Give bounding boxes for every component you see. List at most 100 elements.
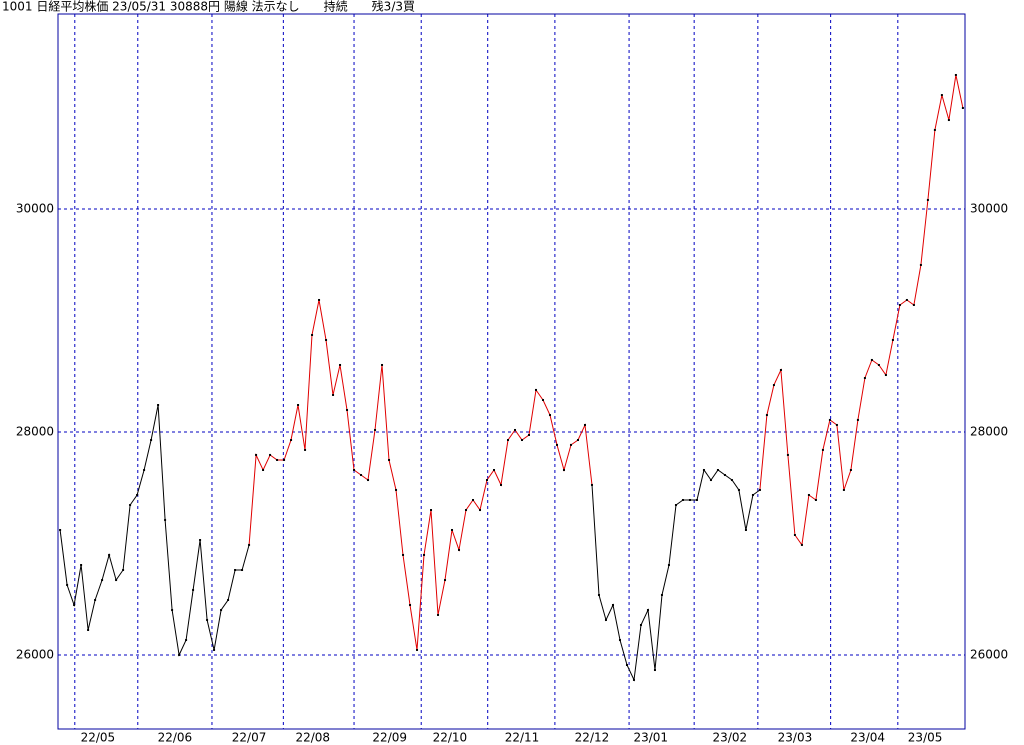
x-tick-label: 22/06 — [158, 731, 193, 745]
price-dot — [472, 498, 475, 501]
x-tick-label: 22/10 — [433, 731, 468, 745]
price-dot — [143, 469, 146, 472]
price-dot — [276, 458, 279, 461]
price-line — [759, 74, 964, 547]
price-dot — [940, 94, 943, 97]
price-dot — [709, 479, 712, 482]
price-dot — [667, 563, 670, 566]
price-dot — [821, 448, 824, 451]
price-dot — [311, 333, 314, 336]
price-dot — [835, 423, 838, 426]
price-dot — [262, 469, 265, 472]
price-dot — [849, 469, 852, 472]
x-tick-label: 22/11 — [505, 731, 540, 745]
price-dot — [178, 653, 181, 656]
price-dot — [639, 623, 642, 626]
price-dot — [241, 569, 244, 572]
x-tick-label: 22/12 — [575, 731, 610, 745]
price-dot — [681, 498, 684, 501]
price-dot — [304, 448, 307, 451]
price-dot — [500, 483, 503, 486]
price-dot — [437, 613, 440, 616]
price-dot — [716, 469, 719, 472]
price-dot — [493, 469, 496, 472]
price-dot — [779, 368, 782, 371]
price-dot — [863, 377, 866, 380]
price-dot — [618, 639, 621, 642]
price-line — [248, 299, 593, 651]
price-dot — [136, 493, 139, 496]
price-dot — [283, 458, 286, 461]
price-dot — [597, 593, 600, 596]
price-dot — [346, 409, 349, 412]
price-dot — [814, 498, 817, 501]
price-dot — [269, 453, 272, 456]
price-dot — [604, 618, 607, 621]
price-dot — [688, 498, 691, 501]
plot-frame — [57, 13, 966, 730]
price-dot — [513, 428, 516, 431]
price-dot — [534, 388, 537, 391]
y-tick-label: 28000 — [16, 424, 54, 438]
price-dot — [891, 339, 894, 342]
price-dot — [388, 458, 391, 461]
price-dot — [723, 474, 726, 477]
price-dot — [381, 363, 384, 366]
price-dot — [947, 119, 950, 122]
price-dot — [80, 563, 83, 566]
price-dot — [458, 548, 461, 551]
price-dot — [758, 488, 761, 491]
price-dot — [828, 418, 831, 421]
price-dot — [737, 488, 740, 491]
price-dot — [793, 534, 796, 537]
price-dot — [772, 384, 775, 387]
y2-tick-label: 28000 — [970, 424, 1008, 438]
price-dot — [150, 439, 153, 442]
price-dot — [94, 599, 97, 602]
y2-tick-label: 30000 — [970, 202, 1008, 216]
x-tick-label: 23/01 — [633, 731, 668, 745]
price-dot — [220, 609, 223, 612]
x-tick-label: 23/02 — [713, 731, 748, 745]
price-dot — [744, 528, 747, 531]
price-dot — [541, 398, 544, 401]
price-dot — [583, 423, 586, 426]
price-dot — [339, 363, 342, 366]
price-dot — [353, 469, 356, 472]
y-tick-label: 26000 — [16, 647, 54, 661]
price-dot — [933, 128, 936, 131]
price-dot — [786, 453, 789, 456]
price-dot — [660, 593, 663, 596]
price-dot — [171, 609, 174, 612]
y-tick-label: 30000 — [16, 202, 54, 216]
price-dot — [332, 393, 335, 396]
price-dot — [905, 298, 908, 301]
x-tick-label: 22/07 — [232, 731, 267, 745]
price-dot — [157, 404, 160, 407]
price-dot — [702, 469, 705, 472]
price-dot — [213, 648, 216, 651]
price-dot — [856, 418, 859, 421]
price-dot — [87, 628, 90, 631]
price-dot — [122, 569, 125, 572]
price-dot — [423, 553, 426, 556]
price-dot — [884, 374, 887, 377]
y2-tick-label: 26000 — [970, 647, 1008, 661]
price-dot — [430, 509, 433, 512]
price-dot — [255, 453, 258, 456]
price-dot — [632, 678, 635, 681]
price-dot — [318, 298, 321, 301]
price-dot — [395, 488, 398, 491]
price-dot — [248, 543, 251, 546]
price-dot — [870, 358, 873, 361]
price-dot — [185, 639, 188, 642]
price-dot — [451, 528, 454, 531]
price-dot — [653, 669, 656, 672]
price-dot — [115, 579, 118, 582]
x-tick-label: 23/03 — [778, 731, 813, 745]
price-dot — [548, 414, 551, 417]
price-dot — [444, 579, 447, 582]
price-dot — [954, 73, 957, 76]
price-dot — [108, 553, 111, 556]
